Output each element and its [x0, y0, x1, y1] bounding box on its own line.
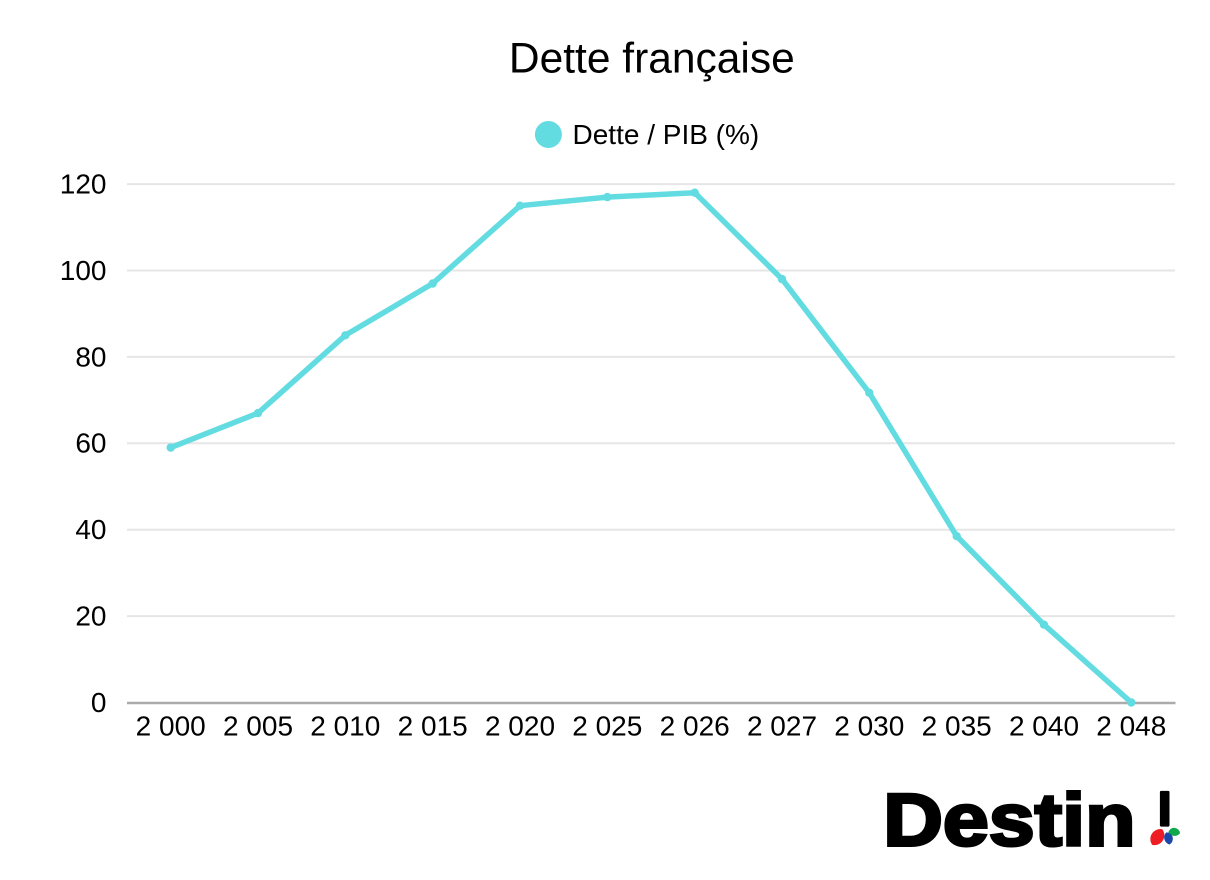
- svg-text:2 000: 2 000: [136, 711, 206, 742]
- svg-text:0: 0: [91, 687, 107, 718]
- svg-text:2 015: 2 015: [398, 711, 468, 742]
- svg-text:60: 60: [75, 428, 106, 459]
- svg-text:Dette / PIB (%): Dette / PIB (%): [573, 119, 760, 150]
- svg-text:2 027: 2 027: [747, 711, 817, 742]
- svg-text:2 005: 2 005: [223, 711, 293, 742]
- svg-text:2 025: 2 025: [572, 711, 642, 742]
- svg-text:2 040: 2 040: [1009, 711, 1079, 742]
- svg-text:80: 80: [75, 341, 106, 372]
- svg-text:Destin: Destin: [883, 778, 1135, 861]
- svg-text:20: 20: [75, 601, 106, 632]
- svg-text:2 035: 2 035: [922, 711, 992, 742]
- svg-text:100: 100: [60, 255, 107, 286]
- svg-text:Dette française: Dette française: [509, 36, 795, 83]
- svg-text:2 030: 2 030: [834, 711, 904, 742]
- svg-text:2 020: 2 020: [485, 711, 555, 742]
- svg-text:2 048: 2 048: [1096, 711, 1166, 742]
- svg-text:40: 40: [75, 514, 106, 545]
- svg-text:120: 120: [60, 169, 107, 200]
- svg-text:2 010: 2 010: [310, 711, 380, 742]
- svg-text:2 026: 2 026: [660, 711, 730, 742]
